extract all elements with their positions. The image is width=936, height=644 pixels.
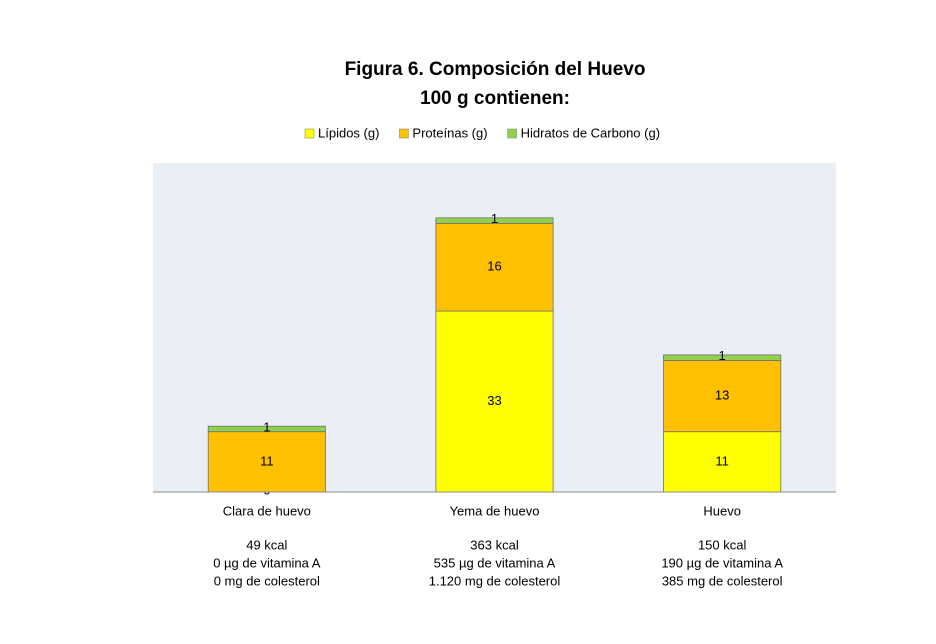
data-label: 13 bbox=[715, 387, 729, 402]
bar-segment bbox=[663, 359, 782, 433]
x-tick-label: Clara de huevo bbox=[223, 503, 311, 518]
bar-segment bbox=[663, 431, 782, 493]
legend-label: Lípidos (g) bbox=[318, 125, 379, 140]
legend-swatch bbox=[507, 128, 517, 139]
bar-segment bbox=[435, 222, 554, 312]
bar-segment bbox=[435, 217, 554, 224]
chart-subtitle: 100 g contienen: bbox=[420, 88, 570, 109]
category-note: 385 mg de colesterol bbox=[662, 573, 783, 588]
legend-swatch bbox=[304, 128, 315, 139]
x-tick-label: Huevo bbox=[703, 503, 741, 518]
data-label: 11 bbox=[715, 453, 729, 468]
category-note: 150 kcal bbox=[698, 537, 747, 552]
x-tick-label: Yema de huevo bbox=[450, 503, 540, 518]
category-note: 0 mg de colesterol bbox=[214, 573, 320, 588]
data-label: 1 bbox=[263, 419, 270, 434]
data-label: 11 bbox=[260, 453, 274, 468]
category-note: 1.120 mg de colesterol bbox=[429, 573, 561, 588]
category-note: 0 µg de vitamina A bbox=[213, 555, 321, 570]
bar-segment bbox=[435, 310, 554, 493]
data-label: 16 bbox=[487, 259, 501, 274]
category-note: 535 µg de vitamina A bbox=[434, 555, 556, 570]
category-note: 190 µg de vitamina A bbox=[661, 555, 783, 570]
bar-segment bbox=[207, 425, 326, 433]
legend-label: Hidratos de Carbono (g) bbox=[521, 125, 660, 140]
chart-title: Figura 6. Composición del Huevo bbox=[345, 59, 646, 80]
legend-label: Proteínas (g) bbox=[412, 125, 487, 140]
legend-swatch bbox=[399, 128, 409, 139]
data-label: 33 bbox=[487, 393, 501, 408]
data-label: 1 bbox=[719, 348, 726, 363]
bar-segment bbox=[663, 354, 782, 361]
data-label: 1 bbox=[491, 211, 498, 226]
category-note: 49 kcal bbox=[246, 537, 287, 552]
category-note: 363 kcal bbox=[470, 537, 519, 552]
